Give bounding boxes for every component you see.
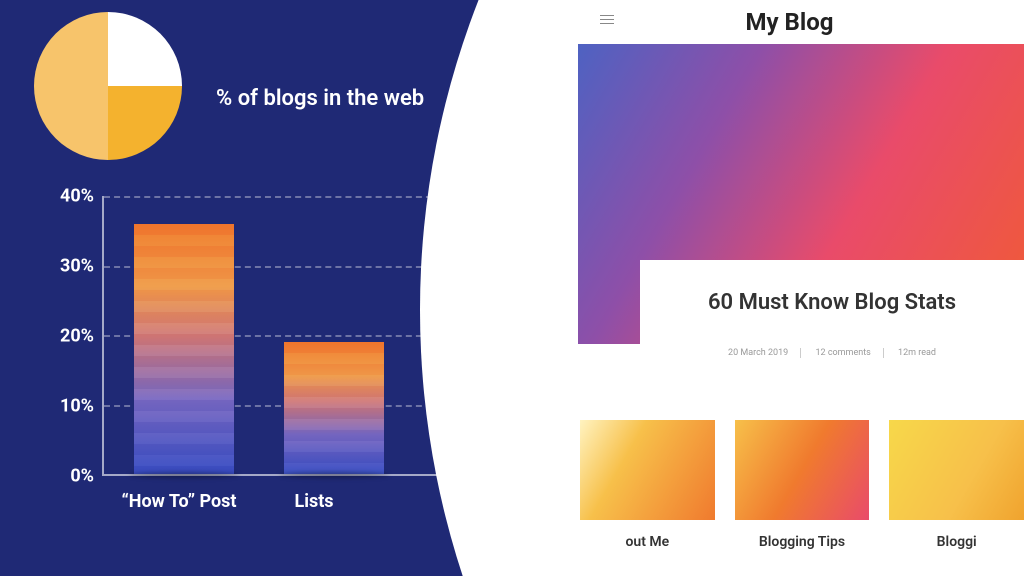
card-blogging[interactable]: Bloggi	[889, 420, 1024, 570]
article-card: 60 Must Know Blog Stats 20 March 2019 12…	[640, 260, 1024, 400]
bar-lists	[284, 342, 384, 474]
cards-row: out Me Blogging Tips Bloggi	[580, 420, 1024, 570]
card-image	[735, 420, 870, 520]
infographic-canvas: % of blogs in the web 40% 30% 20% 10% 0%…	[0, 0, 1024, 576]
xlabel-how-to: “How To” Post	[89, 491, 269, 512]
bar-shadow	[279, 472, 389, 478]
card-label: Bloggi	[889, 534, 1024, 550]
card-label: out Me	[580, 534, 715, 550]
blog-mockup: My Blog 60 Must Know Blog Stats 20 March…	[555, 0, 1024, 576]
article-title: 60 Must Know Blog Stats	[640, 290, 1024, 315]
y-axis: 40% 30% 20% 10% 0%	[44, 196, 94, 476]
meta-comments: 12 comments	[803, 348, 883, 358]
xlabel-lists: Lists	[259, 491, 369, 512]
bar-chart: 40% 30% 20% 10% 0% “How To” Post Lists	[44, 196, 454, 536]
gridline	[104, 196, 442, 198]
card-image	[889, 420, 1024, 520]
blog-title: My Blog	[555, 8, 1024, 36]
meta-read-time: 12m read	[886, 348, 948, 358]
article-meta: 20 March 2019 12 comments 12m read	[640, 348, 1024, 358]
pie-chart-label: % of blogs in the web	[216, 86, 424, 111]
bar-how-to	[134, 224, 234, 474]
ytick-20: 20%	[44, 326, 94, 347]
card-image	[580, 420, 715, 520]
bar-shadow	[129, 472, 239, 478]
ytick-40: 40%	[44, 186, 94, 207]
ytick-0: 0%	[44, 466, 94, 487]
pie-chart	[34, 12, 182, 160]
card-label: Blogging Tips	[735, 534, 870, 550]
plot-area	[102, 196, 442, 476]
card-about[interactable]: out Me	[580, 420, 715, 570]
ytick-30: 30%	[44, 256, 94, 277]
meta-date: 20 March 2019	[716, 348, 801, 358]
card-tips[interactable]: Blogging Tips	[735, 420, 870, 570]
ytick-10: 10%	[44, 396, 94, 417]
